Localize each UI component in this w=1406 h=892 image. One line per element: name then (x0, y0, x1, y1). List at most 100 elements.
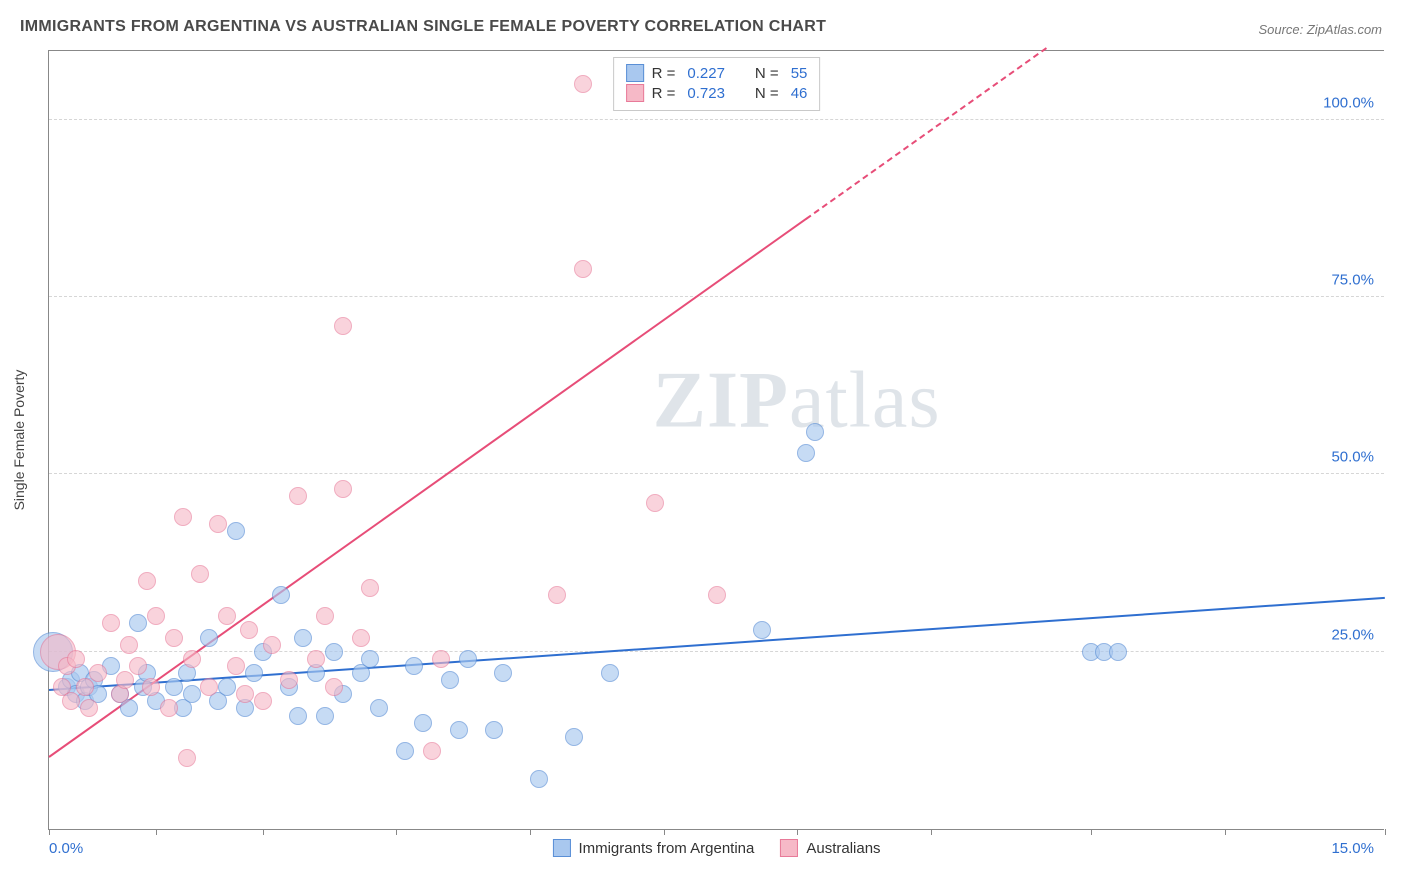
data-point (565, 728, 583, 746)
y-tick-label: 25.0% (1331, 626, 1374, 643)
y-tick-label: 75.0% (1331, 272, 1374, 289)
data-point (289, 487, 307, 505)
trend-line (48, 218, 806, 758)
data-point (289, 707, 307, 725)
data-point (334, 480, 352, 498)
legend-series-label: Australians (806, 840, 880, 857)
legend-item: Australians (780, 839, 880, 857)
data-point (272, 586, 290, 604)
data-point (183, 650, 201, 668)
legend-n-label: N = (755, 85, 779, 102)
legend-r-label: R = (652, 85, 676, 102)
data-point (218, 607, 236, 625)
gridline (49, 651, 1384, 652)
data-point (142, 678, 160, 696)
x-tick (263, 829, 264, 835)
data-point (294, 629, 312, 647)
y-axis-title: Single Female Poverty (11, 370, 27, 511)
data-point (334, 317, 352, 335)
x-tick (1225, 829, 1226, 835)
data-point (753, 621, 771, 639)
x-tick (396, 829, 397, 835)
data-point (414, 714, 432, 732)
data-point (325, 643, 343, 661)
x-tick (797, 829, 798, 835)
legend-r-label: R = (652, 65, 676, 82)
legend-swatch (626, 64, 644, 82)
data-point (325, 678, 343, 696)
legend-item: Immigrants from Argentina (552, 839, 754, 857)
data-point (240, 621, 258, 639)
data-point (209, 515, 227, 533)
data-point (574, 75, 592, 93)
chart-frame: Single Female Poverty ZIPatlas 25.0%50.0… (48, 50, 1384, 830)
source-attribution: Source: ZipAtlas.com (1258, 22, 1382, 37)
legend-swatch (552, 839, 570, 857)
data-point (316, 607, 334, 625)
legend-r-value: 0.723 (687, 85, 725, 102)
data-point (200, 629, 218, 647)
data-point (89, 664, 107, 682)
data-point (165, 678, 183, 696)
x-tick (1385, 829, 1386, 835)
legend-row: R =0.227N =55 (626, 64, 808, 82)
data-point (174, 508, 192, 526)
legend-row: R = 0.723 N = 46 (626, 84, 808, 102)
data-point (178, 749, 196, 767)
data-point (102, 614, 120, 632)
x-axis-max-label: 15.0% (1331, 840, 1374, 857)
data-point (67, 650, 85, 668)
data-point (263, 636, 281, 654)
data-point (405, 657, 423, 675)
data-point (245, 664, 263, 682)
data-point (160, 699, 178, 717)
data-point (236, 685, 254, 703)
x-tick (49, 829, 50, 835)
data-point (254, 692, 272, 710)
gridline (49, 296, 1384, 297)
data-point (129, 657, 147, 675)
data-point (459, 650, 477, 668)
data-point (797, 444, 815, 462)
series-legend: Immigrants from Argentina Australians (552, 839, 880, 857)
data-point (494, 664, 512, 682)
correlation-legend: R =0.227N =55R =0.723N =46 (613, 57, 821, 111)
y-tick-label: 50.0% (1331, 449, 1374, 466)
chart-title: IMMIGRANTS FROM ARGENTINA VS AUSTRALIAN … (20, 18, 826, 36)
x-axis-min-label: 0.0% (49, 840, 83, 857)
data-point (352, 629, 370, 647)
x-tick (931, 829, 932, 835)
legend-n-value: 46 (791, 85, 808, 102)
data-point (227, 522, 245, 540)
plot-area: 25.0%50.0%75.0%100.0% (49, 51, 1384, 829)
data-point (370, 699, 388, 717)
data-point (120, 636, 138, 654)
legend-swatch (780, 839, 798, 857)
data-point (646, 494, 664, 512)
data-point (432, 650, 450, 668)
data-point (62, 692, 80, 710)
x-tick (156, 829, 157, 835)
data-point (147, 607, 165, 625)
gridline (49, 473, 1384, 474)
legend-n-label: N = (755, 65, 779, 82)
data-point (601, 664, 619, 682)
data-point (307, 650, 325, 668)
data-point (485, 721, 503, 739)
data-point (183, 685, 201, 703)
data-point (530, 770, 548, 788)
x-tick (664, 829, 665, 835)
x-tick (530, 829, 531, 835)
legend-n-value: 55 (791, 65, 808, 82)
data-point (361, 579, 379, 597)
data-point (548, 586, 566, 604)
data-point (316, 707, 334, 725)
data-point (129, 614, 147, 632)
data-point (806, 423, 824, 441)
data-point (76, 678, 94, 696)
data-point (200, 678, 218, 696)
data-point (138, 572, 156, 590)
data-point (361, 650, 379, 668)
data-point (574, 260, 592, 278)
data-point (1109, 643, 1127, 661)
